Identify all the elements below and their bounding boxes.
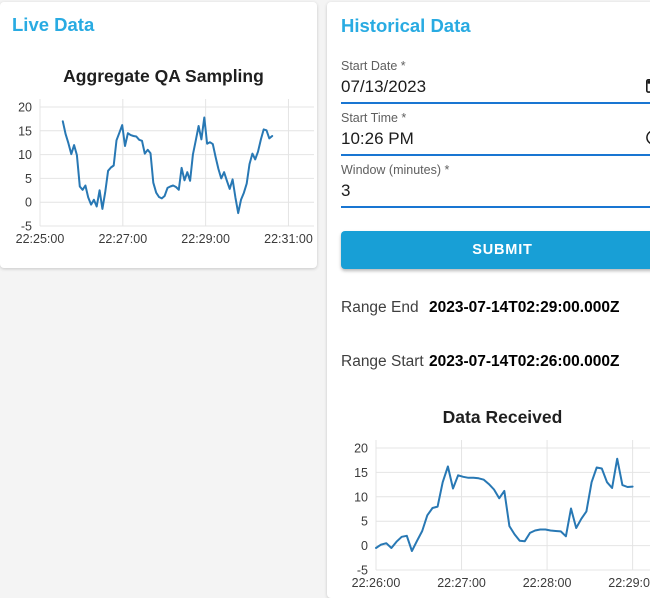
svg-text:-5: -5 [21, 220, 32, 234]
range-start-row: Range Start 2023-07-14T02:26:00.000Z [341, 353, 650, 371]
start-date-label: Start Date * [341, 59, 406, 73]
svg-text:20: 20 [354, 442, 368, 456]
start-time-input[interactable] [341, 126, 650, 151]
live-data-title: Live Data [12, 14, 95, 35]
svg-text:10: 10 [18, 148, 32, 162]
data-received-chart: 22:26:00 22:27:00 22:28:00 22:29:00 20 15 10 5 0… [352, 440, 650, 588]
svg-text:22:31:00: 22:31:00 [264, 232, 313, 246]
svg-text:22:29:00: 22:29:00 [181, 232, 230, 246]
range-end-label: Range End [341, 299, 419, 316]
svg-text:22:25:00: 22:25:00 [16, 232, 65, 246]
start-time-label: Start Time * [341, 111, 407, 125]
svg-text:-5: -5 [357, 564, 368, 578]
live-chart: 22:25:00 22:27:00 22:29:00 22:31:00 20 15 10 5 0… [16, 99, 314, 246]
live-data-panel: Live Data Aggregate QA Sampling 22:25:00… [0, 2, 317, 268]
historical-query-form: Start Date * Start Time * Window (minute… [341, 58, 650, 269]
window-minutes-field: Window (minutes) * [341, 162, 650, 208]
window-minutes-input[interactable] [341, 178, 650, 203]
range-end-row: Range End 2023-07-14T02:29:00.000Z [341, 299, 650, 317]
submit-button[interactable]: SUBMIT [341, 231, 650, 269]
range-end-value: 2023-07-14T02:29:00.000Z [429, 299, 620, 316]
svg-text:10: 10 [354, 490, 368, 504]
clock-icon[interactable] [645, 129, 650, 146]
svg-text:22:27:00: 22:27:00 [437, 576, 486, 588]
historical-data-panel: Historical Data Start Date * Start Time … [327, 2, 650, 598]
svg-text:5: 5 [25, 172, 32, 186]
svg-text:20: 20 [18, 101, 32, 115]
historical-data-title: Historical Data [341, 15, 471, 36]
svg-text:15: 15 [354, 466, 368, 480]
start-date-input[interactable] [341, 74, 650, 99]
svg-text:22:29:00: 22:29:00 [608, 576, 650, 588]
received-chart-title: Data Received [442, 407, 563, 427]
svg-text:5: 5 [361, 515, 368, 529]
svg-text:22:28:00: 22:28:00 [523, 576, 572, 588]
live-chart-title: Aggregate QA Sampling [63, 66, 264, 86]
range-start-label: Range Start [341, 353, 424, 370]
window-minutes-label: Window (minutes) * [341, 163, 450, 177]
svg-text:22:27:00: 22:27:00 [98, 232, 147, 246]
calendar-icon[interactable] [645, 77, 650, 94]
svg-text:0: 0 [25, 196, 32, 210]
svg-text:0: 0 [361, 539, 368, 553]
svg-text:15: 15 [18, 124, 32, 138]
svg-text:22:26:00: 22:26:00 [352, 576, 401, 588]
query-results: Range End 2023-07-14T02:29:00.000Z Range… [341, 299, 650, 371]
range-start-value: 2023-07-14T02:26:00.000Z [429, 353, 620, 370]
start-date-field: Start Date * [341, 58, 650, 104]
start-time-field: Start Time * [341, 110, 650, 156]
